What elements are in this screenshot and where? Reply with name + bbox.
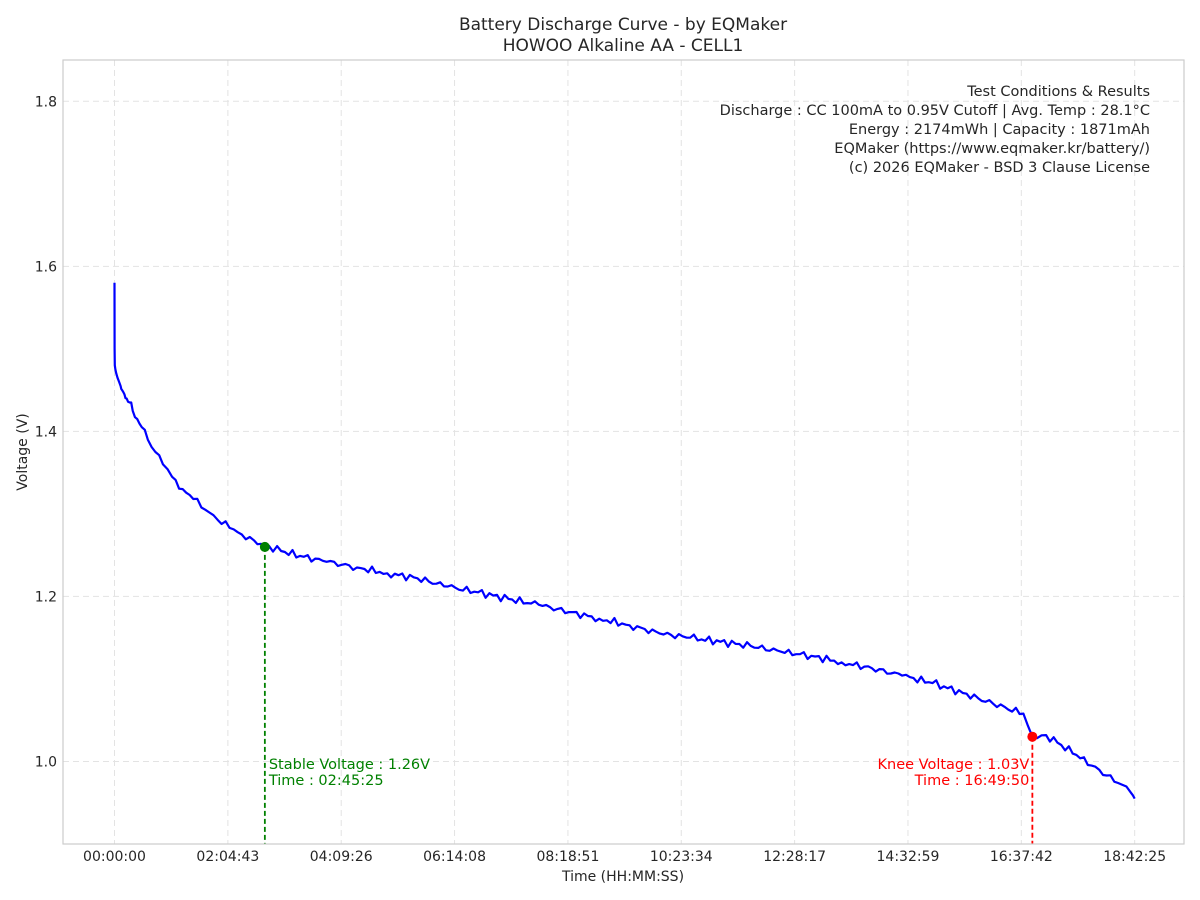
x-axis-label: Time (HH:MM:SS) — [561, 869, 684, 885]
x-tick-label: 10:23:34 — [650, 849, 713, 865]
y-tick-label: 1.6 — [35, 259, 57, 275]
series-layer — [113, 282, 1136, 800]
chart-title: Battery Discharge Curve - by EQMaker — [459, 15, 787, 35]
x-tick-label: 04:09:26 — [310, 849, 373, 865]
info-line: EQMaker (https://www.eqmaker.kr/battery/… — [834, 141, 1150, 157]
y-axis-label: Voltage (V) — [15, 413, 31, 490]
x-tick-label: 06:14:08 — [423, 849, 486, 865]
series-line — [113, 282, 1136, 800]
info-line: (c) 2026 EQMaker - BSD 3 Clause License — [849, 160, 1150, 176]
info-line: Test Conditions & Results — [966, 84, 1150, 100]
x-tick-label: 14:32:59 — [877, 849, 940, 865]
stable-voltage-label: Stable Voltage : 1.26V — [269, 757, 430, 773]
info-line: Discharge : CC 100mA to 0.95V Cutoff | A… — [720, 103, 1150, 119]
knee-voltage-point — [1027, 731, 1038, 742]
knee-voltage-label: Knee Voltage : 1.03V — [878, 757, 1030, 773]
y-tick-label: 1.2 — [35, 589, 57, 605]
x-tick-label: 00:00:00 — [83, 849, 146, 865]
y-tick-label: 1.4 — [35, 424, 57, 440]
x-tick-label: 02:04:43 — [196, 849, 259, 865]
stable-voltage-point — [259, 541, 270, 552]
stable-time-label: Time : 02:45:25 — [268, 773, 384, 789]
plot-frame — [62, 59, 1185, 845]
y-axis: 1.0 1.2 1.4 1.6 1.8 — [35, 94, 57, 770]
knee-time-label: Time : 16:49:50 — [914, 773, 1030, 789]
grid — [63, 60, 1184, 844]
x-tick-label: 18:42:25 — [1103, 849, 1166, 865]
chart-subtitle: HOWOO Alkaline AA - CELL1 — [503, 36, 744, 56]
info-line: Energy : 2174mWh | Capacity : 1871mAh — [849, 122, 1150, 138]
y-tick-label: 1.0 — [35, 754, 57, 770]
x-tick-label: 16:37:42 — [990, 849, 1053, 865]
x-tick-label: 12:28:17 — [763, 849, 826, 865]
y-tick-label: 1.8 — [35, 94, 57, 110]
x-axis: 00:00:00 02:04:43 04:09:26 06:14:08 08:18:51… — [83, 849, 1166, 865]
info-box: Test Conditions & Results Discharge : CC … — [720, 84, 1150, 176]
x-tick-label: 08:18:51 — [536, 849, 599, 865]
